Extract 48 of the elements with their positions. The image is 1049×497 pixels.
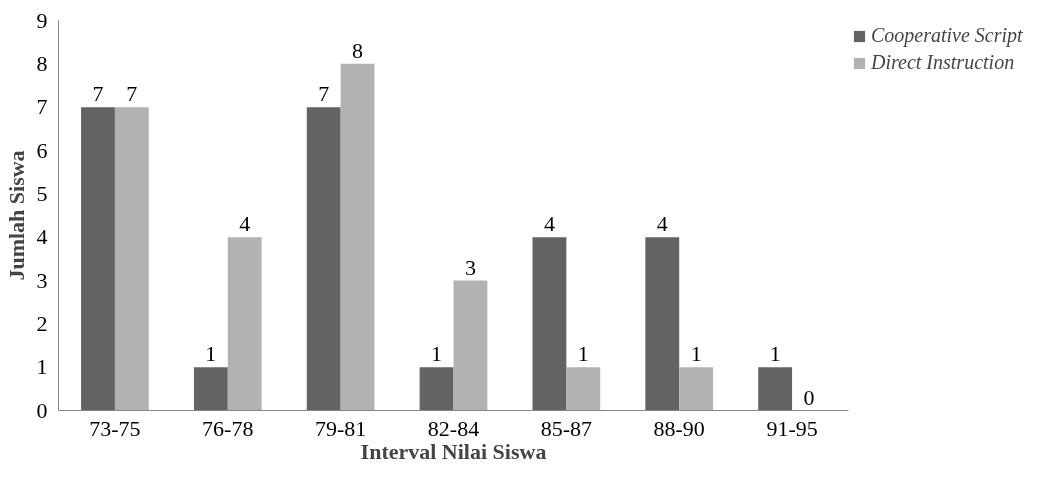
bar [758,367,793,411]
y-tick-label: 6 [36,137,48,163]
y-tick-label: 8 [36,50,48,76]
data-label: 1 [205,341,217,367]
x-axis-title: Interval Nilai Siswa [360,438,547,464]
bar [306,107,341,411]
x-tick-label: 82-84 [427,415,480,441]
data-label: 1 [577,341,589,367]
x-tick-label: 79-81 [314,415,367,441]
bar [645,237,680,411]
data-label: 1 [690,341,702,367]
bar [679,367,714,411]
bar [81,107,115,411]
data-label: 1 [769,341,781,367]
bar [453,280,488,411]
data-label: 3 [464,254,476,280]
y-tick-label: 4 [36,224,48,250]
x-tick-label: 76-78 [202,415,254,441]
y-tick-label: 3 [36,267,48,293]
legend-label: Cooperative Script [871,24,1023,47]
data-label: 0 [803,384,815,410]
data-label: 4 [656,211,668,237]
legend-label: Direct Instruction [871,51,1015,74]
data-label: 7 [318,81,330,107]
data-label: 4 [543,211,555,237]
data-label: 7 [92,81,104,107]
y-tick-label: 1 [36,354,48,380]
y-tick-label: 0 [36,397,48,423]
bar [532,237,567,411]
bar [340,63,375,411]
bar [114,107,149,411]
bar [419,367,454,411]
data-label: 7 [126,81,138,107]
data-label: 8 [352,37,364,63]
y-tick-label: 7 [36,94,48,120]
x-tick-label: 73-75 [89,415,141,441]
bar [566,367,601,411]
data-label: 4 [239,211,251,237]
x-tick-label: 85-87 [540,415,593,441]
y-tick-label: 2 [36,310,48,336]
y-tick-label: 9 [36,7,48,33]
x-tick-label: 91-95 [766,415,818,441]
x-tick-label: 88-90 [653,415,705,441]
bar [227,237,262,411]
y-tick-label: 5 [36,180,48,206]
bar [193,367,228,411]
data-label: 1 [431,341,443,367]
y-axis-title: Jumlah Siswa [3,150,29,281]
